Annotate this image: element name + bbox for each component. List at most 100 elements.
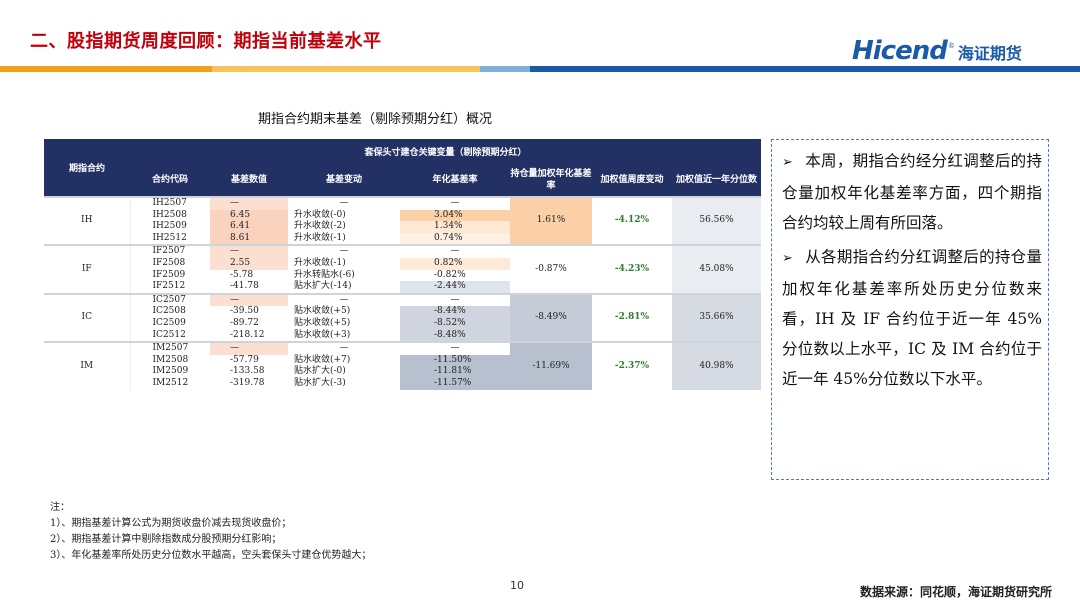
footnote-item: 3）、年化基差率所处历史分位数水平越高，空头套保头寸建仓优势越大； — [50, 550, 372, 561]
header-stripe-yellow — [212, 66, 480, 72]
contract-code: IH2509 — [152, 221, 187, 232]
header-basis: 基差数值 — [210, 163, 288, 197]
basis-change: 贴水收敛(+3) — [294, 329, 351, 340]
basis-value: — — [210, 244, 288, 258]
basis-change: 贴水扩大(-3) — [294, 377, 346, 388]
contract-code: IM2512 — [152, 377, 189, 388]
basis-value: -57.79 — [230, 354, 259, 365]
table-row: IH IH2507 — — — 1.61% -4.12% 56.56% — [44, 195, 762, 246]
weighted-rate: -0.87% — [510, 244, 592, 294]
contract-code: IF2508 — [152, 257, 186, 268]
header-percentile: 加权值近一年分位数 — [672, 163, 762, 197]
basis-value: -41.78 — [230, 281, 259, 292]
weekly-change: -4.12% — [592, 195, 672, 246]
contract-code: IC2507 — [130, 292, 210, 307]
contract-code: IF2507 — [130, 244, 210, 258]
page-title: 二、股指期货周度回顾：期指当前基差水平 — [30, 31, 382, 52]
basis-value: -218.12 — [230, 329, 265, 340]
table-row: IM IM2507 — — — -11.69% -2.37% 40.98% — [44, 341, 762, 390]
basis-change: 升水收敛(-0) — [294, 209, 346, 220]
logo-text-en: Hicend — [852, 36, 948, 66]
basis-value: — — [210, 196, 288, 210]
contract-code: IF2509 — [152, 269, 186, 280]
header-weekly-change: 加权值周度变动 — [592, 163, 672, 197]
percentile: 56.56% — [672, 195, 762, 246]
footnote-item: 1）、期指基差计算公式为期货收盘价减去现货收盘价； — [50, 518, 292, 529]
basis-change: 贴水扩大(-14) — [294, 281, 352, 292]
header-code: 合约代码 — [130, 163, 210, 197]
basis-value: 6.45 — [210, 209, 288, 222]
annual-rate: -8.44% — [400, 306, 510, 318]
annual-rate: — — [400, 196, 510, 210]
summary-text-1: 本周，期指合约经分红调整后的持仓量加权年化基差率方面，四个期指合约均较上周有所回… — [782, 152, 1042, 232]
header-contract-group: 期指合约 — [44, 139, 130, 197]
contract-code: IH2507 — [130, 196, 210, 210]
basis-value: -319.78 — [230, 377, 265, 388]
annual-rate: — — [400, 341, 510, 355]
basis-change: — — [288, 292, 400, 307]
table-row: IM2509 -133.58 贴水扩大(-0) -11.81% — [44, 366, 761, 378]
weighted-rate: 1.61% — [510, 195, 592, 246]
annual-rate: -8.48% — [400, 329, 510, 343]
percentile: 35.66% — [672, 292, 762, 343]
table-row: IF2508 2.55 升水收敛(-1) 0.82% — [44, 257, 761, 270]
table-row: IC IC2507 — — — -8.49% -2.81% 35.66% — [44, 292, 762, 343]
basis-value: -39.50 — [230, 306, 259, 317]
annual-rate: 1.34% — [400, 221, 510, 233]
basis-value: -5.78 — [230, 269, 254, 280]
table-row: IM2508 -57.79 贴水收敛(+7) -11.50% — [44, 354, 761, 367]
header-stripe-orange — [0, 66, 212, 72]
contract-code: IH2512 — [152, 232, 187, 243]
table-row: IC2509 -89.72 贴水收敛(+5) -8.52% — [44, 317, 761, 330]
weekly-change: -2.81% — [592, 292, 672, 343]
annual-rate: -11.81% — [400, 366, 510, 378]
basis-change: — — [288, 244, 400, 258]
basis-change: 升水收敛(-1) — [294, 232, 346, 243]
group-label: IH — [44, 195, 131, 246]
annual-rate: 0.74% — [400, 232, 510, 246]
group-label: IC — [44, 292, 131, 343]
basis-change: 升水转贴水(-6) — [294, 269, 355, 280]
contract-code: IM2507 — [130, 341, 210, 355]
arrow-bullet-icon: ➢ — [782, 155, 793, 170]
basis-value: — — [210, 341, 288, 355]
basis-change: 贴水扩大(-0) — [294, 366, 346, 377]
percentile: 45.08% — [672, 244, 762, 294]
contract-code: IF2512 — [152, 281, 186, 292]
weekly-change: -2.37% — [592, 341, 672, 390]
contract-code: IC2508 — [152, 306, 186, 317]
contract-code: IH2508 — [152, 209, 187, 220]
table-row: IM2512 -319.78 贴水扩大(-3) -11.57% — [44, 377, 761, 390]
header-weighted-rate: 持仓量加权年化基差率 — [510, 163, 592, 197]
contract-code: IM2509 — [152, 366, 189, 377]
header-stripe-lightblue — [480, 66, 530, 72]
header-key-variables: 套保头寸建仓关键变量（剔除预期分红） — [130, 139, 762, 163]
header-basis-change: 基差变动 — [288, 163, 400, 197]
table-row: IH2508 6.45 升水收敛(-0) 3.04% — [44, 209, 761, 222]
table-row: IF IF2507 — — — -0.87% -4.23% 45.08% — [44, 244, 762, 294]
table-title: 期指合约期末基差（剔除预期分红）概况 — [258, 112, 493, 127]
annual-rate: -8.52% — [400, 317, 510, 330]
table-row: IH2512 8.61 升水收敛(-1) 0.74% — [44, 232, 761, 246]
summary-point-1: ➢ 本周，期指合约经分红调整后的持仓量加权年化基差率方面，四个期指合约均较上周有所… — [782, 146, 1042, 238]
weekly-change: -4.23% — [592, 244, 672, 294]
logo-registered-mark: ® — [947, 42, 955, 50]
contract-code: IC2509 — [152, 317, 186, 328]
table-row: IC2508 -39.50 贴水收敛(+5) -8.44% — [44, 306, 761, 318]
basis-table: 期指合约 套保头寸建仓关键变量（剔除预期分红） 合约代码 基差数值 基差变动 年… — [44, 139, 762, 390]
basis-change: 贴水收敛(+7) — [294, 354, 351, 365]
table-row: IF2509 -5.78 升水转贴水(-6) -0.82% — [44, 270, 761, 282]
summary-box: ➢ 本周，期指合约经分红调整后的持仓量加权年化基差率方面，四个期指合约均较上周有所… — [771, 139, 1049, 480]
annual-rate: -11.50% — [400, 354, 510, 367]
footnote-label: 注： — [50, 502, 70, 513]
weighted-rate: -11.69% — [510, 341, 592, 390]
header-stripe-blue — [530, 66, 1080, 72]
basis-change: 升水收敛(-1) — [294, 257, 346, 268]
page-number: 10 — [510, 579, 524, 592]
summary-point-2: ➢ 从各期指合约分红调整后的持仓量加权年化基差率所处历史分位数来看，IH 及 IF… — [782, 242, 1042, 394]
basis-change: 升水收敛(-2) — [294, 221, 346, 232]
annual-rate: — — [400, 292, 510, 307]
data-source: 数据来源：同花顺，海证期货研究所 — [859, 585, 1052, 599]
basis-change: — — [288, 341, 400, 355]
basis-value: — — [210, 292, 288, 307]
